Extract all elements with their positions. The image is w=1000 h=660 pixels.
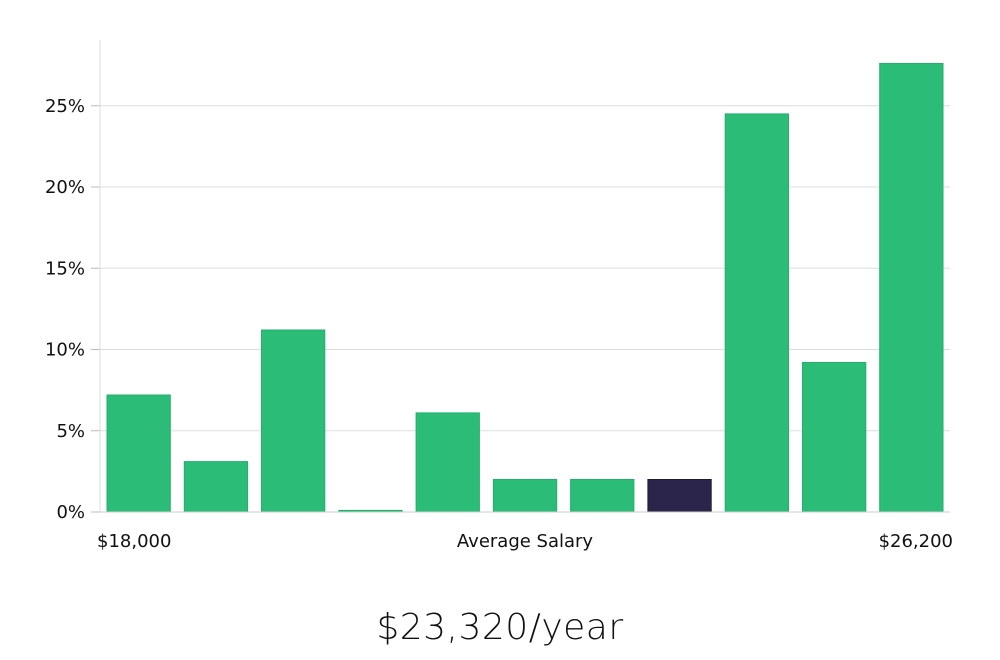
salary-distribution-chart: 0% 5% 10% 15% 20% 25% $18,000 Average Salary …	[45, 40, 953, 552]
bar	[879, 63, 944, 513]
bar-chart-svg: 0%5%10%15%20%25% $18,000 Average Salary …	[45, 40, 953, 552]
bar	[802, 362, 867, 513]
axis-lines	[99, 40, 950, 513]
x-axis-title: Average Salary	[457, 531, 594, 552]
bar-layer	[106, 63, 944, 513]
bar	[261, 329, 326, 513]
bar	[415, 412, 480, 513]
y-tick-label: 20%	[45, 177, 85, 198]
y-tick-label: 25%	[45, 96, 85, 117]
x-axis-min-label: $18,000	[97, 531, 171, 552]
y-tick-label: 5%	[56, 421, 85, 442]
bar-highlighted	[647, 479, 712, 513]
y-tick-label: 15%	[45, 258, 85, 279]
bar	[492, 479, 558, 513]
bar	[183, 461, 249, 513]
y-tick-label: 0%	[56, 502, 85, 523]
y-axis-ticks: 0% 5% 10% 15% 20% 25%	[45, 96, 100, 523]
bar	[570, 479, 635, 513]
y-tick-label: 10%	[45, 340, 85, 361]
average-salary-headline: $23,320/year	[376, 607, 624, 648]
bar	[106, 394, 171, 513]
bar	[724, 113, 790, 513]
x-axis-max-label: $26,200	[879, 531, 953, 552]
